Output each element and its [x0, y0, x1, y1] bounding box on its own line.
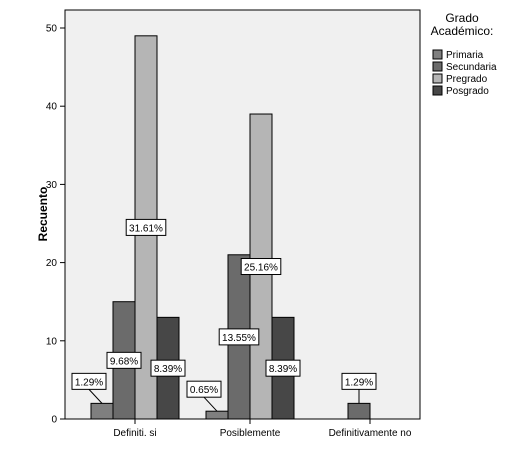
y-axis-label: Recuento: [36, 187, 50, 242]
data-label-box: [265, 359, 301, 377]
legend-item-label: Pregrado: [446, 74, 488, 85]
legend-title: Grado: [445, 11, 479, 25]
legend-item-label: Primaria: [446, 50, 484, 61]
legend-item-label: Secundaria: [446, 62, 497, 73]
data-label: 1.29%: [75, 377, 103, 388]
data-label-box: [240, 258, 282, 276]
legend-title: Académico:: [431, 24, 494, 38]
data-label-box: [218, 328, 260, 346]
data-label: 0.65%: [190, 385, 218, 396]
y-tick-label: 40: [46, 102, 58, 113]
y-tick-label: 10: [46, 336, 58, 347]
legend-swatch: [432, 61, 443, 72]
y-tick-label: 30: [46, 180, 58, 191]
x-tick-label: Posiblemente: [220, 428, 281, 439]
data-label: 1.29%: [345, 377, 373, 388]
data-label-box: [71, 372, 107, 390]
legend-swatch: [432, 73, 443, 84]
y-tick-label: 50: [46, 24, 58, 35]
data-label-box: [341, 372, 377, 390]
legend: Grado Académico: PrimariaSecundariaPregr…: [431, 11, 497, 97]
data-label: 8.39%: [269, 364, 297, 375]
legend-swatch: [432, 85, 443, 96]
bar: [347, 402, 371, 420]
legend-swatch: [432, 49, 443, 60]
data-label-box: [186, 380, 222, 398]
data-label-box: [106, 351, 142, 369]
y-tick-label: 0: [51, 415, 57, 426]
data-label: 25.16%: [244, 263, 278, 274]
data-label-box: [150, 359, 186, 377]
data-label: 13.55%: [222, 333, 256, 344]
data-label: 9.68%: [110, 356, 138, 367]
x-tick-label: Definitivamente no: [329, 428, 412, 439]
legend-item-label: Posgrado: [446, 86, 489, 97]
data-label-leader: [88, 389, 103, 404]
bar: [205, 410, 229, 420]
data-label: 31.61%: [129, 223, 163, 234]
data-label-box: [125, 218, 167, 236]
data-label-leader: [203, 396, 218, 412]
x-tick-label: Definiti. si: [113, 428, 156, 439]
y-tick-label: 20: [46, 258, 58, 269]
data-label: 8.39%: [154, 364, 182, 375]
bar: [90, 402, 114, 420]
